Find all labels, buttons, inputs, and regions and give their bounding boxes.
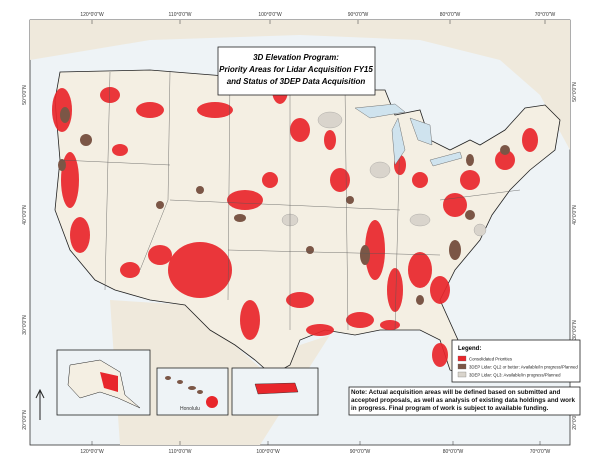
graticule-label: 70°0'0"W [530, 449, 551, 455]
priority-area [136, 102, 164, 118]
priority-area [286, 292, 314, 308]
great-lakes [354, 103, 463, 167]
alaska-priority [100, 372, 118, 392]
ql2-area [156, 201, 164, 209]
ql2-area [58, 159, 66, 171]
graticule-label: 100°0'0"W [256, 449, 280, 455]
place-label: Honolulu [180, 406, 200, 412]
note-box [348, 386, 581, 416]
ql2-area [416, 295, 424, 305]
ql3-area [409, 213, 431, 227]
ql2-area [346, 196, 354, 204]
legend-label: 3DEP Lidar: QL3: Available/In progress/P… [469, 373, 561, 378]
graticule-label: 30°0'0"N [572, 320, 578, 340]
title-box [217, 46, 376, 96]
priority-area [495, 150, 515, 170]
priority-area [443, 193, 467, 217]
legend-swatch [457, 363, 467, 370]
priority-area [120, 262, 140, 278]
ql2-area [306, 246, 314, 254]
priority-area [290, 118, 310, 142]
graticule-label: 70°0'0"W [535, 12, 556, 18]
ql2-area [449, 240, 461, 260]
graticule: 120°0'0"W 110°0'0"W 100°0'0"W 90°0'0"W 80°0'… [22, 12, 578, 455]
priority-area [430, 276, 450, 304]
title-line: and Status of 3DEP Data Acquisition [227, 77, 366, 86]
puerto-rico [254, 382, 299, 395]
priority-area [432, 343, 448, 367]
hawaii-islands [165, 376, 218, 408]
north-arrow [35, 388, 45, 420]
graticule-label: 90°0'0"W [350, 449, 371, 455]
priority-area [227, 190, 263, 210]
graticule-label: 50°0'0"N [572, 82, 578, 102]
priority-area [262, 172, 278, 188]
priority-area [148, 245, 172, 265]
note: Note: Actual acquisition areas will be d… [351, 389, 575, 412]
graticule-label: 110°0'0"W [169, 449, 192, 455]
priority-area [324, 130, 336, 150]
ql2-area [80, 134, 92, 146]
legend-label: Consolidated Priorities [469, 357, 512, 362]
legend-title: Legend: [458, 346, 481, 352]
graticule-label: 120°0'0"W [80, 449, 104, 455]
state-lines [59, 71, 521, 331]
ql2-area [465, 210, 475, 220]
ql2-area [234, 214, 246, 222]
legend-label: 3DEP Lidar: QL2 or better: Available/In … [469, 365, 578, 370]
graticule-label: 50°0'0"N [22, 85, 28, 105]
title-line: Priority Areas for Lidar Acquisition FY1… [219, 65, 373, 74]
ql3-area [317, 111, 343, 129]
graticule-label: 80°0'0"W [440, 12, 461, 18]
canada [30, 20, 570, 150]
graticule-label: 100°0'0"W [258, 12, 282, 18]
priority-area [460, 170, 480, 190]
graticule-label: 20°0'0"N [572, 410, 578, 430]
priority-area [197, 102, 233, 118]
priority-area [330, 168, 350, 192]
graticule-label: 120°0'0"W [80, 12, 104, 18]
priority-area [112, 144, 128, 156]
priority-area [306, 324, 334, 336]
graticule-label: 40°0'0"N [22, 205, 28, 225]
ql2-area [60, 107, 70, 123]
legend-items: Consolidated Priorities 3DEP Lidar: QL2 o… [457, 355, 578, 378]
priority-area [346, 312, 374, 328]
priority-area [240, 300, 260, 340]
ql2-area [360, 245, 370, 265]
legend-box [451, 339, 581, 383]
ql2-area [196, 186, 204, 194]
graticule-label: 20°0'0"N [22, 410, 28, 430]
legend-swatch [457, 371, 467, 378]
graticule-label: 90°0'0"W [348, 12, 369, 18]
title-line: 3D Elevation Program: [253, 53, 339, 62]
priority-area [387, 268, 403, 312]
graticule-label: 30°0'0"N [22, 315, 28, 335]
graticule-label: 40°0'0"N [572, 205, 578, 225]
priority-area [100, 87, 120, 103]
ql3-area [473, 223, 487, 237]
ql2-area [500, 145, 510, 155]
ql2-area [466, 154, 474, 166]
graticule-label: 80°0'0"W [443, 449, 464, 455]
priority-area [408, 252, 432, 288]
priority-area [70, 217, 90, 253]
legend-swatch [457, 355, 467, 362]
ql3-area [369, 161, 391, 179]
priority-area [380, 320, 400, 330]
hawaii-inset [156, 367, 229, 416]
priority-area [522, 128, 538, 152]
priority-area [412, 172, 428, 188]
priority-area [365, 220, 385, 280]
graticule-label: 110°0'0"W [169, 12, 192, 18]
priority-area [168, 242, 232, 298]
